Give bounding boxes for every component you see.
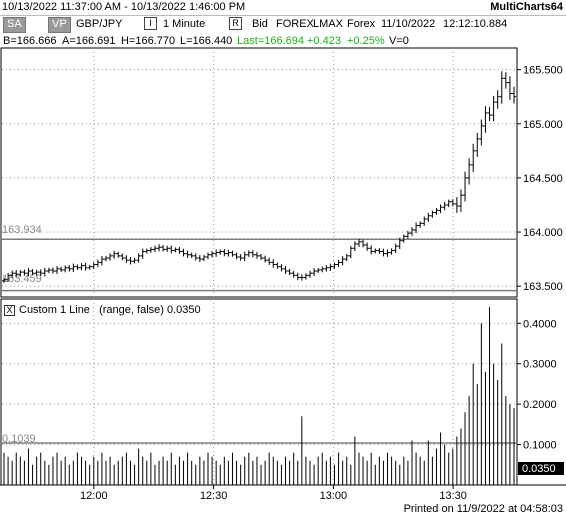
indicator-header: X Custom 1 Line (range, false) 0.0350 xyxy=(4,304,201,316)
indicator-bars xyxy=(3,307,515,485)
price-axis-label: 164.000 xyxy=(523,227,563,239)
price-axis-label: 164.500 xyxy=(523,173,563,185)
ask-value: A=166.691 xyxy=(62,35,116,47)
interval-box[interactable]: I xyxy=(144,17,157,30)
r-box[interactable]: R xyxy=(229,17,242,30)
quote-info: B=166.666 A=166.691 H=166.770 L=166.440 … xyxy=(0,34,566,48)
indicator-axis-label: 0.1000 xyxy=(523,440,557,452)
last-value: Last=166.694 xyxy=(237,35,304,47)
indicator-panel-frame xyxy=(0,298,518,486)
time-axis-label: 12:30 xyxy=(200,490,228,502)
indicator-grid xyxy=(2,322,517,446)
symbol-label[interactable]: GBP/JPY xyxy=(76,18,123,30)
price-axis-label: 165.000 xyxy=(523,119,563,131)
date-range: 10/13/2022 11:37:00 AM - 10/13/2022 1:46… xyxy=(2,1,246,13)
exchange: FOREX xyxy=(276,18,314,30)
price-axis-label: 163.500 xyxy=(523,281,563,293)
current-value-tag xyxy=(518,462,564,475)
toolbar-time: 12:12:10.884 xyxy=(443,18,508,30)
category: Forex xyxy=(347,18,376,30)
indicator-axis-label: 0.3000 xyxy=(523,359,557,371)
indicator-axis-label: 0.2000 xyxy=(523,399,557,411)
status-bar: Printed on 11/9/2022 at 04:58:03 xyxy=(403,503,563,515)
toolbar-date: 11/10/2022 xyxy=(381,18,436,30)
indicator-axis: 0.4000 0.3000 0.2000 0.1000 xyxy=(517,318,557,452)
datafeed: LMAX xyxy=(313,18,343,30)
ohlc-bars xyxy=(2,71,516,283)
price-panel-frame xyxy=(0,47,518,298)
indicator-axis-label: 0.4000 xyxy=(523,318,557,330)
app-name: MultiCharts64 xyxy=(490,1,563,13)
chart-toolbar: SA VP GBP/JPY I 1 Minute R Bid FOREX LMA… xyxy=(0,15,566,33)
price-axis-label: 165.500 xyxy=(523,65,563,77)
price-axis: 165.500 165.000 164.500 164.000 163.500 xyxy=(517,65,563,293)
price-grid xyxy=(2,69,517,287)
indicator-hline-label: 0.1039 xyxy=(2,433,36,445)
sa-button[interactable]: SA xyxy=(3,17,26,33)
indicator-params: (range, false) xyxy=(99,304,164,316)
time-axis-label: 12:00 xyxy=(80,490,108,502)
interval-label[interactable]: 1 Minute xyxy=(163,18,206,30)
change-value: +0.423 xyxy=(307,35,341,47)
high-value: H=166.770 xyxy=(121,35,176,47)
indicator-value: 0.0350 xyxy=(166,304,201,316)
indicator-title: Custom 1 Line xyxy=(19,304,90,316)
price-hline-upper-label: 163.934 xyxy=(2,224,42,236)
title-bar: 10/13/2022 11:37:00 AM - 10/13/2022 1:46… xyxy=(0,0,566,16)
bid-value: B=166.666 xyxy=(3,35,57,47)
close-indicator-icon[interactable]: X xyxy=(4,304,15,316)
low-value: L=166.440 xyxy=(180,35,233,47)
time-axis: 12:00 12:30 13:00 13:30 xyxy=(80,485,467,502)
vp-button[interactable]: VP xyxy=(48,17,71,33)
change-pct-value: +0.25% xyxy=(347,35,385,47)
time-axis-label: 13:30 xyxy=(439,490,467,502)
volume-value: V=0 xyxy=(389,35,409,47)
quote-field: Bid xyxy=(252,18,268,30)
time-grid xyxy=(93,48,454,485)
time-axis-label: 13:00 xyxy=(320,490,348,502)
current-value-tag-text: 0.0350 xyxy=(522,463,556,475)
